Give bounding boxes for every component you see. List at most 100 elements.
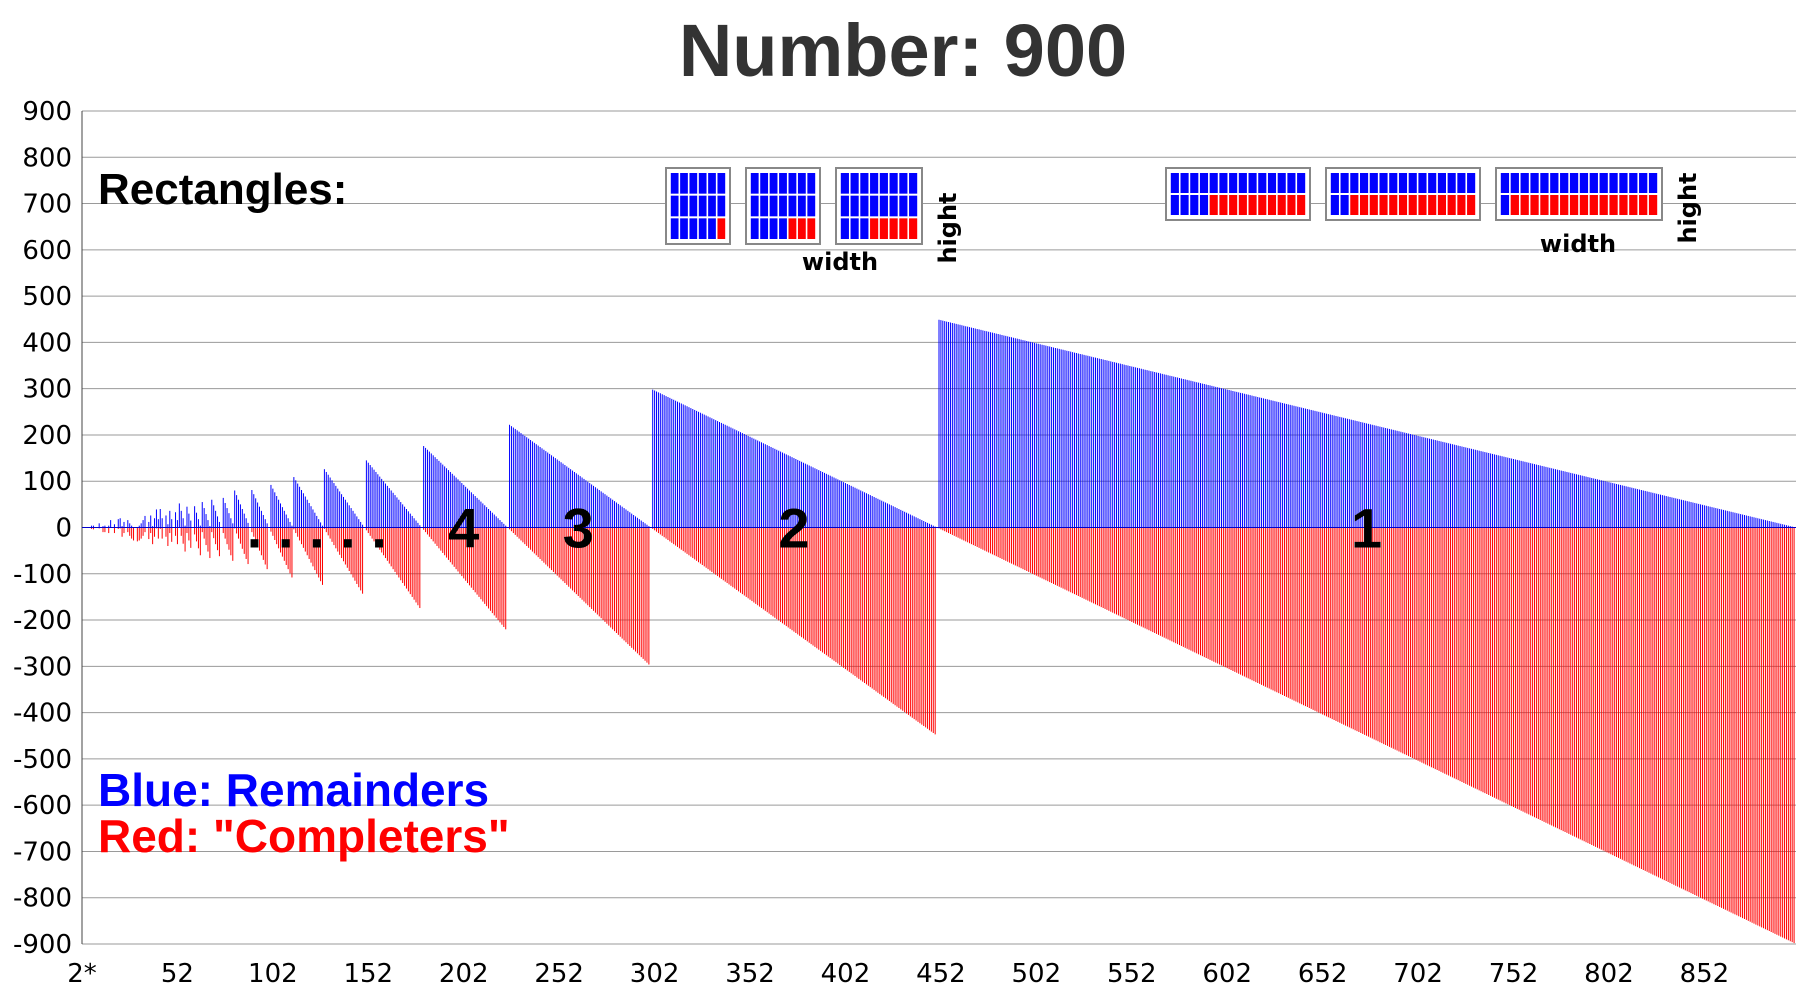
rect-cell [1589, 173, 1598, 193]
rect-cell [870, 218, 879, 239]
y-tick-label: -800 [13, 884, 72, 914]
rect-cell [1389, 173, 1398, 193]
rect-cell [1560, 173, 1569, 193]
rect-cell [1238, 173, 1247, 193]
rect-cell [879, 173, 888, 194]
rectangles-illustration-small: width hight [665, 167, 962, 276]
rect-cell [1350, 173, 1359, 193]
x-tick-label: 552 [1107, 959, 1157, 989]
x-tick-label: 352 [725, 959, 775, 989]
x-tick-label: 502 [1012, 959, 1062, 989]
rect-cell [1258, 173, 1267, 193]
rect-cell [680, 195, 688, 217]
rect-cell [1629, 195, 1638, 215]
rect-cell [689, 218, 698, 239]
y-tick-label: 200 [22, 421, 72, 451]
x-tick-label: 102 [248, 959, 298, 989]
rect-cell [760, 173, 769, 194]
rect-cell [807, 195, 816, 217]
y-tick-label: 400 [22, 328, 72, 358]
rect-cell [909, 218, 918, 239]
rect-cell [1199, 173, 1209, 193]
rect-cell [1530, 195, 1539, 215]
width-label-1: width [802, 248, 878, 276]
rect-cell [1330, 195, 1339, 215]
rect-cell [1360, 195, 1369, 215]
rect-cells [1500, 173, 1658, 215]
rect-cell [1579, 173, 1589, 193]
rect-cells [750, 173, 816, 239]
rect-cell [1287, 173, 1296, 193]
rect-cell [1418, 173, 1427, 193]
x-tick-label: 52 [161, 959, 194, 989]
rect-cell [680, 218, 688, 239]
rect-cell [689, 173, 698, 194]
rect-cell [797, 218, 806, 239]
rect-cell [1408, 195, 1417, 215]
rect-cell [879, 218, 888, 239]
rect-cell [1287, 195, 1296, 215]
rect-illustration-5 [1325, 167, 1481, 221]
rect-cell [797, 195, 806, 217]
rect-cell [717, 195, 726, 217]
y-tick-label: 700 [22, 190, 72, 220]
x-tick-label: 652 [1298, 959, 1348, 989]
rect-cell [760, 195, 769, 217]
rect-cell [1229, 195, 1238, 215]
y-tick-label: 500 [22, 282, 72, 312]
rect-cell [1330, 173, 1339, 193]
section-labels: 1 2 3 4 . . . . . [247, 497, 1382, 560]
rect-cell [788, 195, 797, 217]
rect-cell [889, 218, 898, 239]
rect-cell [750, 218, 759, 239]
rect-cell [1428, 173, 1437, 193]
rect-cell [850, 195, 859, 217]
rect-cell [1457, 195, 1466, 215]
rect-cell [698, 195, 707, 217]
rect-cell [1447, 173, 1456, 193]
x-tick-label: 402 [821, 959, 871, 989]
x-tick-label: 302 [630, 959, 680, 989]
rect-cell [1340, 173, 1349, 193]
x-axis: 2* 52 102 152 202 252 302 352 402 452 502 552 602 652… [67, 959, 1729, 989]
rect-cell [1248, 173, 1257, 193]
y-tick-label: -200 [13, 606, 72, 636]
rect-cell [1369, 195, 1378, 215]
rect-cell [1219, 173, 1228, 193]
rect-cell [670, 195, 679, 217]
rect-cell [850, 173, 859, 194]
rect-cell [1639, 195, 1648, 215]
rect-illustration-6 [1495, 167, 1663, 221]
rect-cell [1520, 195, 1529, 215]
rect-cell [1199, 195, 1209, 215]
rect-cell [807, 173, 816, 194]
x-tick-label: 152 [343, 959, 393, 989]
rect-cell [899, 195, 908, 217]
rect-cell [879, 195, 888, 217]
rect-cell [1648, 173, 1658, 193]
rect-cell [670, 173, 679, 194]
rect-cell [750, 195, 759, 217]
rect-cell [1520, 173, 1529, 193]
rect-cell [909, 173, 918, 194]
width-label-2: width [1540, 230, 1616, 258]
rect-cell [1229, 173, 1238, 193]
rect-cell [1510, 195, 1519, 215]
y-tick-label: -400 [13, 699, 72, 729]
rect-cell [1379, 173, 1388, 193]
rect-cell [1599, 195, 1608, 215]
rect-cell [750, 173, 759, 194]
x-tick-label: 802 [1584, 959, 1634, 989]
rectangles-heading: Rectangles: [98, 165, 347, 214]
rect-cell [1267, 195, 1277, 215]
rect-cell [860, 195, 869, 217]
rect-cell [1619, 173, 1628, 193]
rect-cell [1500, 173, 1510, 193]
y-tick-label: 900 [22, 97, 72, 127]
rect-cell [797, 173, 806, 194]
rect-cell [899, 173, 908, 194]
rect-cell [889, 195, 898, 217]
rect-cell [1297, 195, 1306, 215]
rect-cell [708, 195, 716, 217]
x-tick-label: 702 [1393, 959, 1443, 989]
